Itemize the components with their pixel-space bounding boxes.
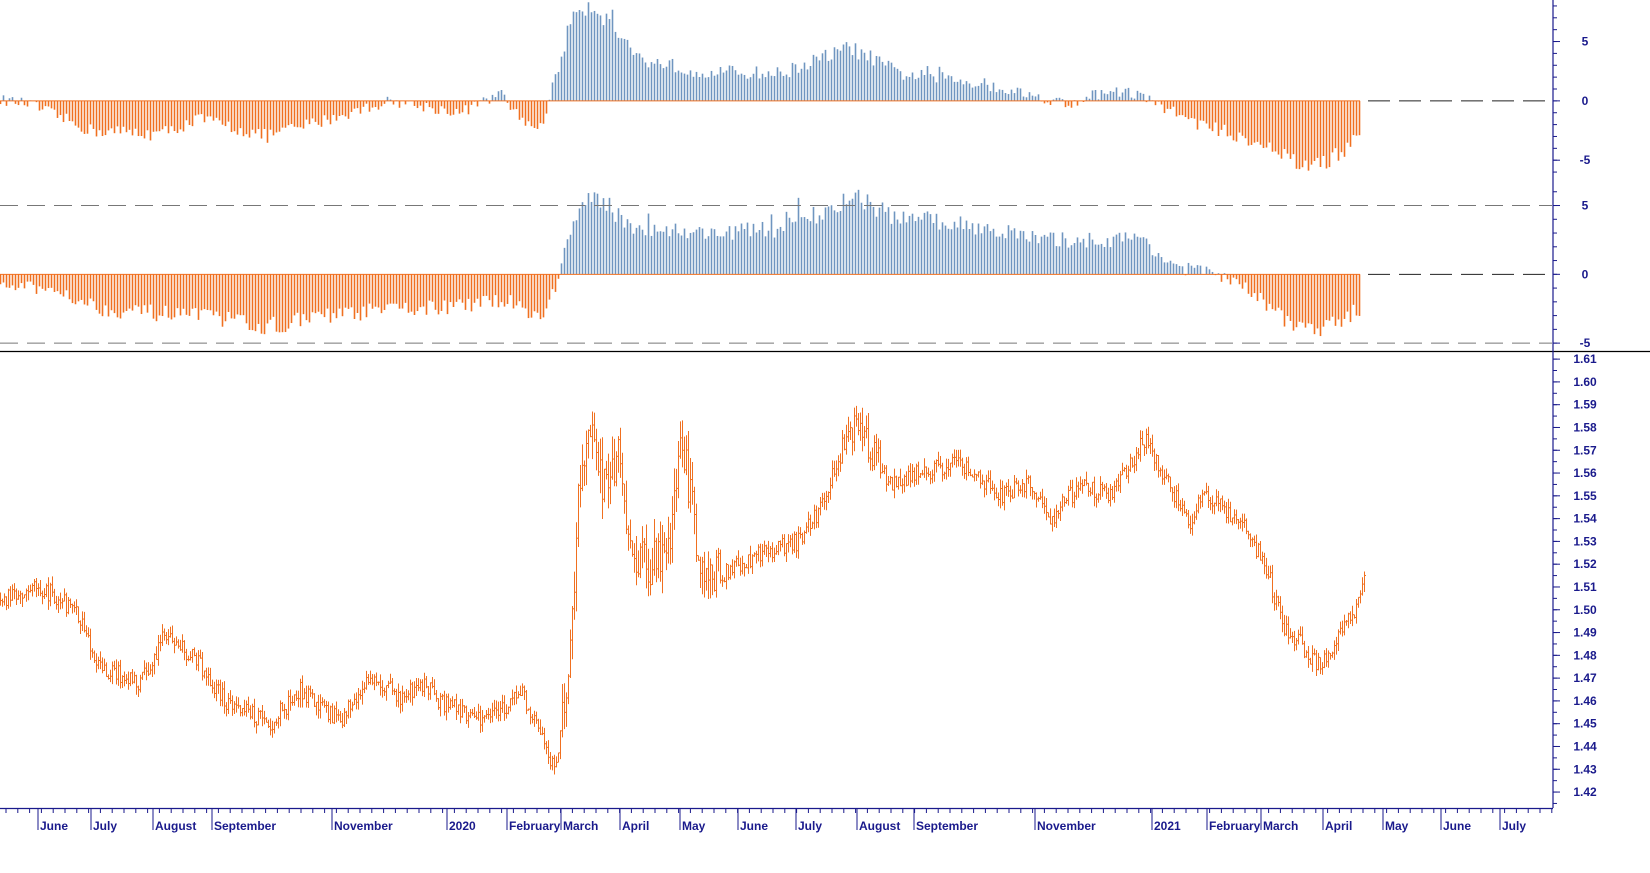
x-tick-label: 2020	[449, 819, 476, 833]
y-tick-label: -5	[1580, 336, 1591, 350]
y-tick-label: 1.55	[1573, 489, 1597, 503]
y-tick-label: 0	[1582, 94, 1589, 108]
y-tick-label: 1.45	[1573, 717, 1597, 731]
x-tick-label: April	[1325, 819, 1352, 833]
y-tick-label: 1.59	[1573, 398, 1597, 412]
x-tick-label: June	[40, 819, 68, 833]
y-tick-label: -5	[1580, 153, 1591, 167]
x-tick-label: September	[214, 819, 276, 833]
y-tick-label: 1.48	[1573, 648, 1597, 662]
y-tick-label: 1.44	[1573, 739, 1597, 753]
x-tick-label: February	[1209, 819, 1261, 833]
x-tick-label: February	[509, 819, 561, 833]
x-tick-label: November	[1037, 819, 1096, 833]
x-tick-label: May	[1385, 819, 1409, 833]
price-panel	[0, 405, 1366, 775]
y-tick-label: 0	[1582, 267, 1589, 281]
axes: 5 0 -5 5 0 -5 1.61 1.60 1.59 1.58 1.57 1.56 1.55 1.54…	[0, 0, 1650, 833]
y-tick-label: 5	[1582, 199, 1589, 213]
x-tick-label: June	[740, 819, 768, 833]
y-tick-label: 1.58	[1573, 420, 1597, 434]
y-tick-label: 1.61	[1573, 352, 1597, 366]
x-tick-label: April	[622, 819, 649, 833]
x-tick-label: 2021	[1154, 819, 1181, 833]
y-tick-label: 1.51	[1573, 580, 1597, 594]
y-tick-label: 1.54	[1573, 512, 1597, 526]
y-tick-label: 1.52	[1573, 557, 1597, 571]
x-tick-label: September	[916, 819, 978, 833]
x-tick-label: March	[563, 819, 598, 833]
y-tick-label: 1.60	[1573, 375, 1597, 389]
y-tick-label: 1.50	[1573, 603, 1597, 617]
x-tick-label: May	[682, 819, 706, 833]
x-tick-label: June	[1443, 819, 1471, 833]
x-tick-label: March	[1263, 819, 1298, 833]
x-tick-label: November	[334, 819, 393, 833]
y-tick-label: 1.49	[1573, 626, 1597, 640]
top-oscillator-panel	[0, 2, 1552, 171]
x-tick-label: July	[1502, 819, 1526, 833]
y-tick-label: 1.46	[1573, 694, 1597, 708]
y-tick-label: 1.43	[1573, 762, 1597, 776]
y-tick-label: 1.47	[1573, 671, 1597, 685]
y-tick-label: 1.57	[1573, 443, 1597, 457]
middle-oscillator-panel	[0, 189, 1552, 344]
x-tick-label: August	[859, 819, 900, 833]
y-tick-label: 5	[1582, 35, 1589, 49]
x-tick-label: July	[93, 819, 117, 833]
y-tick-label: 1.53	[1573, 534, 1597, 548]
x-tick-label: July	[798, 819, 822, 833]
x-tick-label: August	[155, 819, 196, 833]
y-tick-label: 1.56	[1573, 466, 1597, 480]
y-tick-label: 1.42	[1573, 785, 1597, 799]
